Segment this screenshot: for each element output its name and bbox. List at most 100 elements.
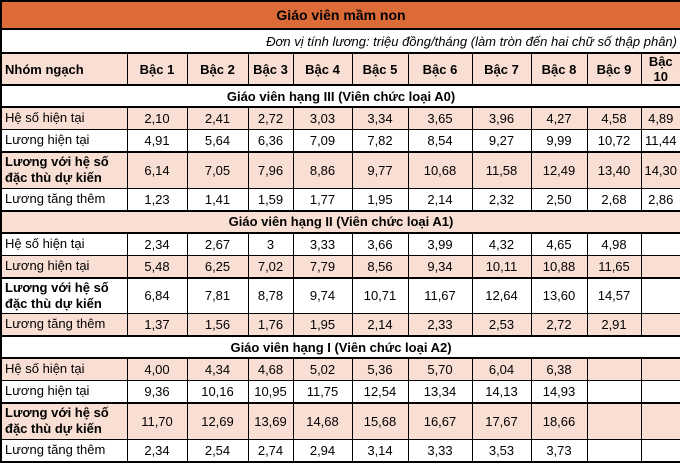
value-cell: 2,72: [530, 313, 588, 337]
value-cell: 13,40: [586, 151, 642, 189]
table-row: Hệ số hiện tại 2,34 2,67 3 3,33 3,66 3,99 4,32 4…: [0, 231, 680, 256]
column-header-step-8: Bậc 8: [530, 52, 588, 86]
value-cell: 16,67: [407, 402, 473, 440]
value-cell: 4,58: [586, 106, 642, 130]
value-cell: 5,48: [126, 254, 188, 278]
value-cell: 12,69: [186, 402, 249, 440]
column-header-group: Nhóm ngạch: [0, 52, 128, 86]
value-cell: 4,68: [247, 357, 294, 381]
value-cell: 2,34: [126, 231, 188, 256]
column-header-step-1: Bậc 1: [126, 52, 188, 86]
table-row: Lương tăng thêm 2,34 2,54 2,74 2,94 3,14 3,33 3…: [0, 438, 680, 463]
row-label: Hệ số hiện tại: [0, 231, 128, 256]
value-cell: [640, 380, 680, 404]
value-cell: 3,33: [292, 231, 353, 256]
value-cell: [640, 231, 680, 256]
value-cell: 9,36: [126, 380, 188, 404]
value-cell: 10,95: [247, 380, 294, 404]
unit-note: Đơn vị tính lương: triệu đồng/tháng (làm…: [0, 28, 680, 54]
value-cell: 7,81: [186, 276, 249, 314]
value-cell: 2,72: [247, 106, 294, 130]
value-cell: 11,58: [471, 151, 532, 189]
value-cell: 1,56: [186, 313, 249, 337]
value-cell: 13,60: [530, 276, 588, 314]
value-cell: 14,13: [471, 380, 532, 404]
value-cell: 3,14: [351, 438, 409, 463]
section-heading: Giáo viên hạng III (Viên chức loại A0): [0, 84, 680, 108]
value-cell: 3,73: [530, 438, 588, 463]
value-cell: 18,66: [530, 402, 588, 440]
value-cell: 3,99: [407, 231, 473, 256]
section-header-row: Giáo viên hạng I (Viên chức loại A2): [0, 335, 680, 359]
column-header-step-5: Bậc 5: [351, 52, 409, 86]
value-cell: 2,86: [640, 187, 680, 212]
value-cell: 14,57: [586, 276, 642, 314]
value-cell: 12,64: [471, 276, 532, 314]
value-cell: [640, 402, 680, 440]
column-header-step-2: Bậc 2: [186, 52, 249, 86]
value-cell: 2,67: [186, 231, 249, 256]
value-cell: 3,53: [471, 438, 532, 463]
value-cell: 7,82: [351, 129, 409, 153]
value-cell: [640, 276, 680, 314]
value-cell: [586, 357, 642, 381]
column-header-step-7: Bậc 7: [471, 52, 532, 86]
value-cell: 11,44: [640, 129, 680, 153]
value-cell: 1,41: [186, 187, 249, 212]
table-row: Hệ số hiện tại 2,10 2,41 2,72 3,03 3,34 3,65 3,…: [0, 106, 680, 130]
value-cell: 2,14: [407, 187, 473, 212]
value-cell: 10,88: [530, 254, 588, 278]
row-label: Lương hiện tại: [0, 129, 128, 153]
row-label: Lương tăng thêm: [0, 438, 128, 463]
value-cell: 2,54: [186, 438, 249, 463]
value-cell: 9,77: [351, 151, 409, 189]
value-cell: 9,99: [530, 129, 588, 153]
value-cell: [640, 438, 680, 463]
value-cell: 11,70: [126, 402, 188, 440]
value-cell: 5,70: [407, 357, 473, 381]
table-row: Lương tăng thêm 1,23 1,41 1,59 1,77 1,95 2,14 2…: [0, 187, 680, 212]
value-cell: 2,94: [292, 438, 353, 463]
table-row: Lương với hệ số đặc thù dự kiến 6,14 7,05 7…: [0, 151, 680, 189]
value-cell: 1,95: [351, 187, 409, 212]
value-cell: 1,59: [247, 187, 294, 212]
value-cell: 2,34: [126, 438, 188, 463]
value-cell: 4,34: [186, 357, 249, 381]
value-cell: 5,02: [292, 357, 353, 381]
value-cell: 2,50: [530, 187, 588, 212]
value-cell: 13,69: [247, 402, 294, 440]
value-cell: 3,65: [407, 106, 473, 130]
column-header-step-6: Bậc 6: [407, 52, 473, 86]
column-header-step-10: Bậc 10: [640, 52, 680, 86]
value-cell: 1,76: [247, 313, 294, 337]
table-row: Hệ số hiện tại 4,00 4,34 4,68 5,02 5,36 5,70 6,…: [0, 357, 680, 381]
value-cell: 11,75: [292, 380, 353, 404]
value-cell: 4,32: [471, 231, 532, 256]
row-label: Lương hiện tại: [0, 380, 128, 404]
table-row: Lương với hệ số đặc thù dự kiến 6,84 7,81 8…: [0, 276, 680, 314]
section-heading: Giáo viên hạng I (Viên chức loại A2): [0, 335, 680, 359]
value-cell: 7,79: [292, 254, 353, 278]
value-cell: 3,34: [351, 106, 409, 130]
value-cell: 4,89: [640, 106, 680, 130]
value-cell: 6,25: [186, 254, 249, 278]
value-cell: [586, 380, 642, 404]
value-cell: 10,71: [351, 276, 409, 314]
table-body: Giáo viên hạng III (Viên chức loại A0) Hệ…: [0, 84, 680, 463]
value-cell: 14,68: [292, 402, 353, 440]
value-cell: 4,27: [530, 106, 588, 130]
value-cell: 3: [247, 231, 294, 256]
value-cell: 2,74: [247, 438, 294, 463]
value-cell: 3,03: [292, 106, 353, 130]
table-row: Lương hiện tại 5,48 6,25 7,02 7,79 8,56 9,34 10…: [0, 254, 680, 278]
value-cell: 9,27: [471, 129, 532, 153]
value-cell: 2,10: [126, 106, 188, 130]
table-row: Lương hiện tại 9,36 10,16 10,95 11,75 12,54 13…: [0, 380, 680, 404]
value-cell: [586, 438, 642, 463]
value-cell: 6,14: [126, 151, 188, 189]
section-heading: Giáo viên hạng II (Viên chức loại A1): [0, 209, 680, 234]
row-label: Lương tăng thêm: [0, 187, 128, 212]
value-cell: [640, 357, 680, 381]
value-cell: 1,95: [292, 313, 353, 337]
row-label: Lương với hệ số đặc thù dự kiến: [0, 151, 128, 189]
